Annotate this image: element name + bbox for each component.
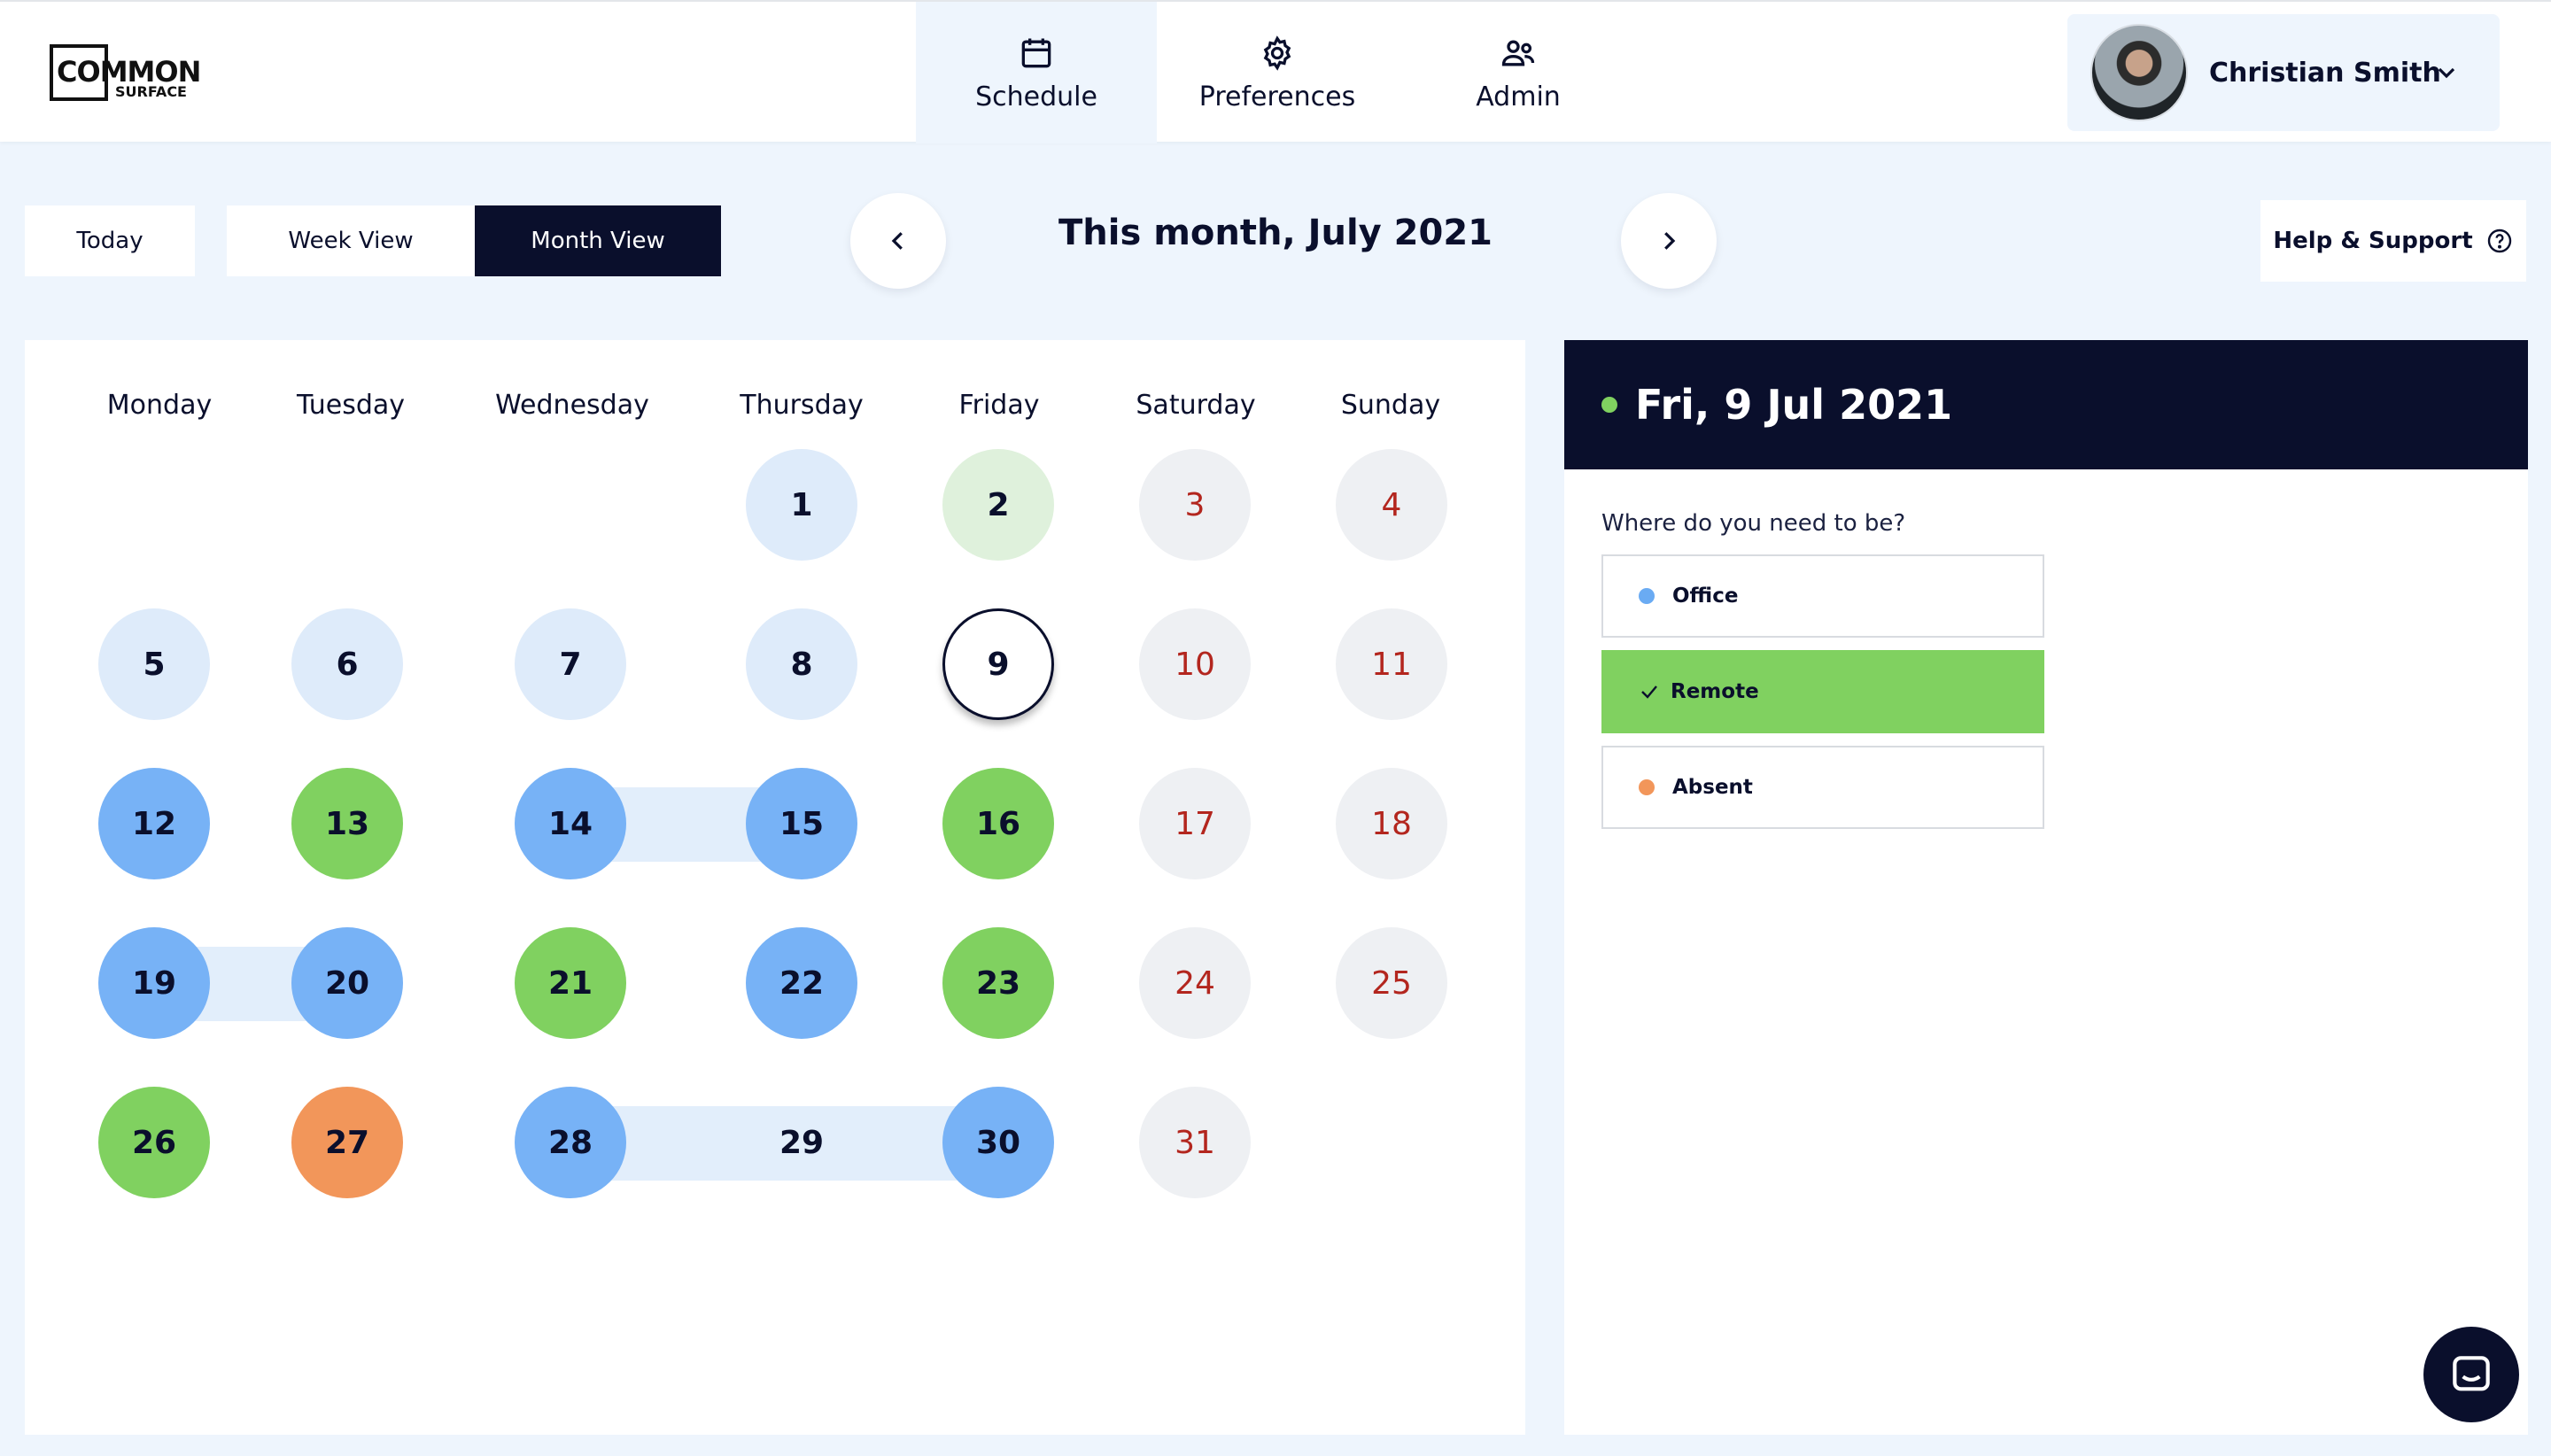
common-surface-logo[interactable]: COMMON SURFACE: [50, 44, 201, 105]
calendar-day[interactable]: 28: [515, 1087, 626, 1198]
calendar-day[interactable]: 1: [746, 449, 857, 561]
option-remote[interactable]: Remote: [1601, 650, 2044, 733]
day-detail-panel: Fri, 9 Jul 2021 Where do you need to be?…: [1564, 340, 2528, 1435]
tab-admin-label: Admin: [1476, 81, 1561, 112]
calendar-day[interactable]: 11: [1336, 608, 1447, 720]
help-support-button[interactable]: Help & Support: [2260, 200, 2526, 282]
status-dot: [1601, 397, 1617, 413]
calendar-day[interactable]: 20: [291, 927, 403, 1039]
chevron-down-icon: [2438, 67, 2455, 79]
calendar-day[interactable]: 15: [746, 768, 857, 879]
gear-icon: [1258, 34, 1297, 73]
calendar-day[interactable]: 26: [98, 1087, 210, 1198]
calendar-day[interactable]: 3: [1139, 449, 1251, 561]
calendar-day[interactable]: 19: [98, 927, 210, 1039]
weekday-thursday: Thursday: [740, 390, 864, 421]
detail-header: Fri, 9 Jul 2021: [1564, 340, 2528, 469]
calendar-day[interactable]: 5: [98, 608, 210, 720]
logo-box: [50, 44, 108, 101]
calendar-day[interactable]: 2: [942, 449, 1054, 561]
weekday-sunday: Sunday: [1340, 390, 1441, 421]
calendar-day[interactable]: 9: [942, 608, 1054, 720]
chevron-left-icon: [891, 232, 903, 250]
weekday-monday: Monday: [106, 390, 213, 421]
month-view-button[interactable]: Month View: [475, 205, 721, 276]
option-remote-label: Remote: [1671, 680, 1759, 703]
tab-schedule[interactable]: Schedule: [916, 2, 1157, 143]
today-button[interactable]: Today: [25, 205, 195, 276]
detail-date: Fri, 9 Jul 2021: [1635, 381, 1953, 429]
option-absent[interactable]: Absent: [1601, 746, 2044, 829]
calendar-day[interactable]: 29: [779, 1124, 825, 1161]
chat-launcher-button[interactable]: [2423, 1327, 2519, 1422]
user-name: Christian Smith: [2209, 57, 2441, 89]
tab-schedule-label: Schedule: [975, 81, 1097, 112]
weekday-saturday: Saturday: [1136, 390, 1256, 421]
absent-dot: [1639, 779, 1655, 795]
previous-month-button[interactable]: [850, 193, 946, 289]
location-question: Where do you need to be?: [1601, 510, 1906, 537]
weekday-friday: Friday: [958, 390, 1040, 421]
calendar-day[interactable]: 10: [1139, 608, 1251, 720]
week-view-button[interactable]: Week View: [227, 205, 475, 276]
calendar-day[interactable]: 6: [291, 608, 403, 720]
calendar-day[interactable]: 25: [1336, 927, 1447, 1039]
calendar-day[interactable]: 22: [746, 927, 857, 1039]
option-absent-label: Absent: [1672, 776, 1753, 799]
calendar-day[interactable]: 12: [98, 768, 210, 879]
month-calendar: Monday Tuesday Wednesday Thursday Friday…: [25, 340, 1525, 1435]
option-office[interactable]: Office: [1601, 554, 2044, 638]
calendar-day[interactable]: 16: [942, 768, 1054, 879]
calendar-day[interactable]: 17: [1139, 768, 1251, 879]
weekday-tuesday: Tuesday: [296, 390, 406, 421]
help-icon: [2487, 228, 2511, 253]
help-support-label: Help & Support: [2273, 228, 2473, 254]
calendar-day[interactable]: 8: [746, 608, 857, 720]
month-title: This month, July 2021: [1058, 213, 1493, 253]
logo-word-common: COMMON: [57, 55, 201, 89]
check-icon: [1641, 685, 1657, 699]
main-nav: Schedule Preferences Admin: [916, 2, 1639, 143]
booking-range-bar: [572, 1106, 997, 1181]
calendar-icon: [1017, 34, 1056, 73]
top-bar: COMMON SURFACE Schedule Preferences Admi…: [0, 0, 2551, 143]
chat-icon: [2453, 1356, 2490, 1391]
calendar-day[interactable]: 7: [515, 608, 626, 720]
calendar-day[interactable]: 31: [1139, 1087, 1251, 1198]
calendar-day[interactable]: 18: [1336, 768, 1447, 879]
calendar-day[interactable]: 23: [942, 927, 1054, 1039]
tab-preferences[interactable]: Preferences: [1157, 2, 1398, 143]
calendar-day[interactable]: 4: [1336, 449, 1447, 561]
calendar-day[interactable]: 27: [291, 1087, 403, 1198]
weekday-wednesday: Wednesday: [495, 390, 649, 421]
office-dot: [1639, 588, 1655, 604]
avatar: [2090, 24, 2188, 121]
calendar-day[interactable]: 21: [515, 927, 626, 1039]
user-menu[interactable]: Christian Smith: [2067, 14, 2500, 131]
users-icon: [1499, 34, 1538, 73]
tab-preferences-label: Preferences: [1198, 81, 1356, 112]
chevron-right-icon: [1664, 232, 1676, 250]
calendar-day[interactable]: 14: [515, 768, 626, 879]
tab-admin[interactable]: Admin: [1398, 2, 1639, 143]
calendar-day[interactable]: 13: [291, 768, 403, 879]
calendar-day[interactable]: 30: [942, 1087, 1054, 1198]
next-month-button[interactable]: [1621, 193, 1717, 289]
calendar-day[interactable]: 24: [1139, 927, 1251, 1039]
logo-word-surface: SURFACE: [115, 83, 187, 100]
option-office-label: Office: [1672, 585, 1739, 608]
